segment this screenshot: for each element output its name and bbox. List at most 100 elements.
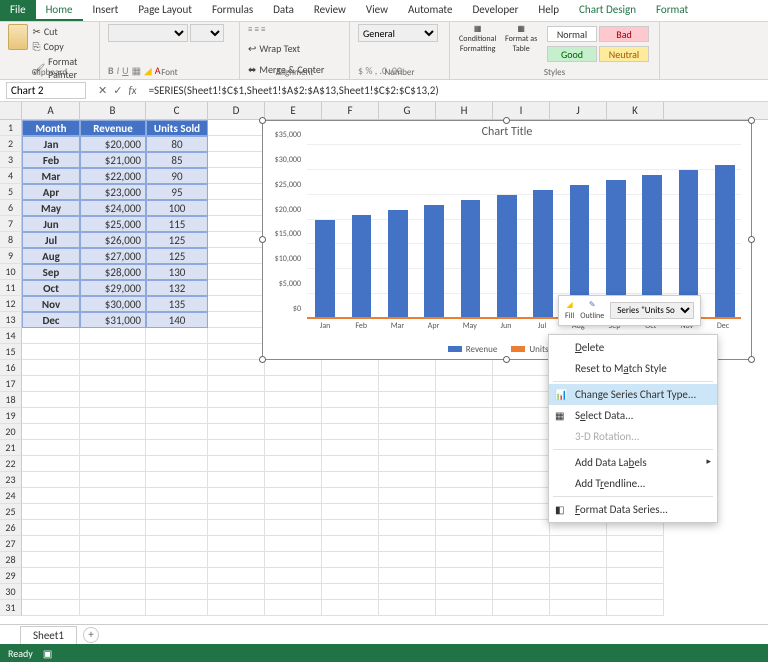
row-header[interactable]: 13	[0, 312, 22, 328]
cell[interactable]	[208, 504, 265, 520]
cell[interactable]	[208, 312, 265, 328]
chart-plot-area[interactable]	[307, 147, 741, 319]
cell[interactable]	[322, 552, 379, 568]
record-macro-icon[interactable]: ▣	[43, 647, 52, 660]
cell[interactable]	[379, 408, 436, 424]
cell[interactable]	[493, 568, 550, 584]
cell[interactable]	[322, 600, 379, 616]
cell[interactable]	[493, 584, 550, 600]
cell[interactable]	[80, 360, 146, 376]
row-header[interactable]: 15	[0, 344, 22, 360]
cell[interactable]	[493, 408, 550, 424]
chart-bar[interactable]	[715, 165, 735, 319]
cut-button[interactable]: ✂ Cut	[32, 24, 91, 39]
cell[interactable]	[208, 600, 265, 616]
cell[interactable]	[22, 456, 80, 472]
cell[interactable]: $26,000	[80, 232, 146, 248]
row-header[interactable]: 24	[0, 488, 22, 504]
cell[interactable]	[208, 488, 265, 504]
cell[interactable]	[208, 248, 265, 264]
ribbon-tab-file[interactable]: File	[0, 0, 36, 21]
cell[interactable]	[265, 472, 322, 488]
row-header[interactable]: 29	[0, 568, 22, 584]
cell[interactable]	[22, 408, 80, 424]
cell[interactable]: 95	[146, 184, 208, 200]
chart-bar[interactable]	[388, 210, 408, 319]
cell[interactable]	[379, 376, 436, 392]
row-header[interactable]: 25	[0, 504, 22, 520]
cell[interactable]: 130	[146, 264, 208, 280]
cell[interactable]	[22, 568, 80, 584]
chart-bar[interactable]	[497, 195, 517, 319]
cell[interactable]	[436, 504, 493, 520]
cell[interactable]	[379, 392, 436, 408]
context-menu-item[interactable]: Delete	[549, 337, 717, 358]
cell[interactable]	[379, 600, 436, 616]
cell[interactable]	[265, 536, 322, 552]
cell[interactable]	[379, 360, 436, 376]
cell[interactable]	[208, 376, 265, 392]
cell[interactable]	[80, 408, 146, 424]
style-bad[interactable]: Bad	[599, 26, 649, 42]
cell[interactable]	[379, 568, 436, 584]
row-header[interactable]: 21	[0, 440, 22, 456]
style-neutral[interactable]: Neutral	[599, 46, 649, 62]
row-header[interactable]: 7	[0, 216, 22, 232]
cell[interactable]	[208, 520, 265, 536]
chart-handle[interactable]	[259, 356, 266, 363]
cell[interactable]: Jul	[22, 232, 80, 248]
cell[interactable]	[208, 360, 265, 376]
cell[interactable]	[265, 568, 322, 584]
cell[interactable]	[146, 344, 208, 360]
ribbon-tab-help[interactable]: Help	[528, 0, 569, 21]
cell[interactable]	[80, 584, 146, 600]
cell[interactable]	[80, 536, 146, 552]
row-header[interactable]: 2	[0, 136, 22, 152]
formula-bar[interactable]: =SERIES(Sheet1!$C$1,Sheet1!$A$2:$A$13,Sh…	[143, 83, 768, 98]
row-header[interactable]: 17	[0, 376, 22, 392]
cell[interactable]	[146, 504, 208, 520]
copy-button[interactable]: ⎘ Copy	[32, 39, 91, 54]
cell[interactable]: 85	[146, 152, 208, 168]
row-header[interactable]: 22	[0, 456, 22, 472]
cell[interactable]: Apr	[22, 184, 80, 200]
cell[interactable]: 115	[146, 216, 208, 232]
ribbon-tab-format[interactable]: Format	[646, 0, 698, 21]
cell[interactable]	[80, 520, 146, 536]
cell[interactable]	[22, 344, 80, 360]
cell[interactable]	[322, 472, 379, 488]
format-as-table-button[interactable]: ▦Format as Table	[503, 24, 539, 64]
chart-handle[interactable]	[748, 356, 755, 363]
chart-handle[interactable]	[748, 117, 755, 124]
column-header-K[interactable]: K	[607, 102, 664, 119]
cell[interactable]	[22, 536, 80, 552]
cell[interactable]	[22, 328, 80, 344]
cell[interactable]	[493, 600, 550, 616]
cell[interactable]: 125	[146, 248, 208, 264]
cell[interactable]	[146, 520, 208, 536]
cell[interactable]	[436, 424, 493, 440]
cell[interactable]: Units Sold	[146, 120, 208, 136]
cell[interactable]	[22, 440, 80, 456]
cell[interactable]	[493, 440, 550, 456]
row-header[interactable]: 31	[0, 600, 22, 616]
cell[interactable]	[22, 360, 80, 376]
cell[interactable]	[80, 568, 146, 584]
cancel-icon[interactable]: ✕	[98, 84, 107, 97]
cell[interactable]	[436, 536, 493, 552]
cell[interactable]: $20,000	[80, 136, 146, 152]
column-header-J[interactable]: J	[550, 102, 607, 119]
cell[interactable]	[436, 392, 493, 408]
cell[interactable]	[379, 520, 436, 536]
sheet-tab-sheet1[interactable]: Sheet1	[20, 626, 77, 644]
cell[interactable]	[436, 488, 493, 504]
cell[interactable]: Dec	[22, 312, 80, 328]
row-header[interactable]: 10	[0, 264, 22, 280]
cell[interactable]	[208, 184, 265, 200]
column-header-C[interactable]: C	[146, 102, 208, 119]
font-size-select[interactable]	[190, 24, 224, 42]
cell[interactable]	[22, 552, 80, 568]
cell[interactable]	[322, 568, 379, 584]
outline-button[interactable]: ✎Outline	[580, 300, 604, 321]
ribbon-tab-page-layout[interactable]: Page Layout	[128, 0, 202, 21]
